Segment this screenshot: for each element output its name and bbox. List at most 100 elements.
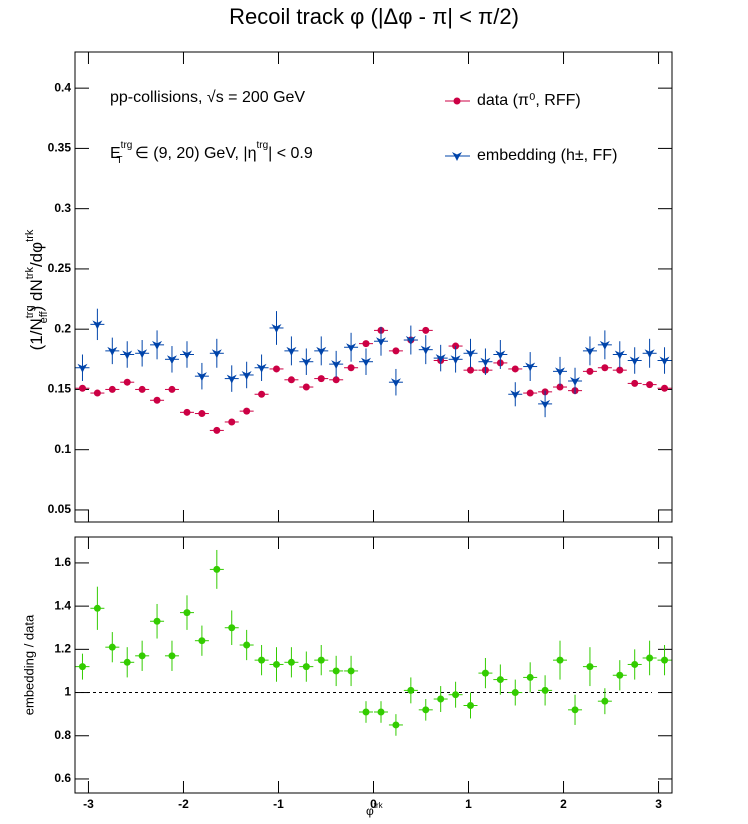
point-marker [435, 354, 446, 364]
point-marker [198, 410, 206, 418]
point-marker [360, 357, 371, 367]
ratio-marker [153, 617, 161, 625]
legend-marker [453, 97, 461, 105]
ratio-marker [646, 654, 654, 662]
point-marker [78, 384, 86, 392]
point-marker [226, 374, 237, 384]
chart-title: Recoil track φ (|Δφ - π| < π/2) [229, 4, 519, 29]
y-tick-label: 0.35 [48, 141, 72, 155]
point-marker [525, 362, 536, 372]
point-marker [138, 385, 146, 393]
ratio-marker [302, 663, 310, 671]
point-marker [465, 349, 476, 359]
point-marker [480, 357, 491, 367]
point-marker [405, 336, 416, 346]
x-tick-label: 0 [370, 797, 377, 811]
point-marker [211, 349, 222, 359]
ratio-marker [631, 660, 639, 668]
x-tick-label: -2 [178, 797, 189, 811]
x-tick-label: 1 [465, 797, 472, 811]
ratio-marker [183, 609, 191, 617]
ratio-marker [243, 641, 251, 649]
point-marker [287, 376, 295, 384]
y-tick-label: 0.6 [54, 771, 71, 785]
ratio-marker [362, 708, 370, 716]
y-tick-label: 1 [64, 685, 71, 699]
point-marker [317, 375, 325, 383]
legend-label: data (π⁰, RFF) [477, 92, 581, 109]
point-marker [555, 367, 566, 377]
ratio-marker [481, 669, 489, 677]
point-marker [422, 326, 430, 334]
ratio-marker [78, 663, 86, 671]
ratio-marker [272, 660, 280, 668]
ratio-marker [541, 686, 549, 694]
point-marker [556, 383, 564, 391]
ratio-marker [258, 656, 266, 664]
point-marker [511, 365, 519, 373]
x-tick-label: 3 [655, 797, 662, 811]
ratio-marker [616, 671, 624, 679]
ratio-marker [317, 656, 325, 664]
point-marker [646, 381, 654, 389]
point-marker [376, 337, 387, 347]
frame [74, 51, 673, 523]
annotation: Etrg T ∈ (9, 20) GeV, |ηtrg| < 0.9 [110, 140, 313, 166]
ratio-marker [93, 604, 101, 612]
frame [74, 536, 673, 794]
point-marker [644, 349, 655, 359]
point-marker [243, 407, 251, 415]
point-marker [586, 367, 594, 375]
annotation: pp-collisions, √s = 200 GeV [110, 89, 305, 106]
y-tick-label: 0.3 [54, 201, 71, 215]
point-marker [332, 376, 340, 384]
ratio-marker [213, 565, 221, 573]
point-marker [181, 350, 192, 360]
point-marker [599, 340, 610, 350]
y-tick-label: 1.2 [54, 642, 71, 656]
ratio-marker [377, 708, 385, 716]
ratio-marker [556, 656, 564, 664]
y-tick-label: 0.8 [54, 728, 71, 742]
point-marker [450, 355, 461, 365]
point-marker [77, 363, 88, 373]
point-marker [392, 347, 400, 355]
point-marker [152, 340, 163, 350]
point-marker [196, 372, 207, 382]
point-marker [137, 349, 148, 359]
point-marker [301, 357, 312, 367]
y-tick-label: 0.1 [54, 442, 71, 456]
y-axis-label: embedding / data [21, 614, 36, 715]
ratio-marker [661, 656, 669, 664]
point-marker [286, 346, 297, 356]
y-tick-label: 0.2 [54, 321, 71, 335]
point-marker [302, 383, 310, 391]
point-marker [661, 384, 669, 392]
point-marker [256, 363, 267, 373]
point-marker [258, 390, 266, 398]
ratio-marker [198, 637, 206, 645]
x-tick-label: -3 [83, 797, 94, 811]
ratio-marker [422, 706, 430, 714]
point-marker [659, 356, 670, 366]
point-marker [108, 385, 116, 393]
ratio-marker [332, 667, 340, 675]
point-marker [601, 364, 609, 372]
y-tick-label: 1.4 [54, 598, 71, 612]
ratio-marker [392, 721, 400, 729]
ratio-marker [108, 643, 116, 651]
ratio-marker [571, 706, 579, 714]
point-marker [123, 378, 131, 386]
point-marker [584, 346, 595, 356]
point-marker [241, 370, 252, 380]
point-marker [228, 418, 236, 426]
ratio-marker [347, 667, 355, 675]
point-marker [347, 364, 355, 372]
y-tick-label: 0.05 [48, 502, 72, 516]
point-marker [331, 360, 342, 370]
ratio-marker [407, 686, 415, 694]
x-tick-label: -1 [273, 797, 284, 811]
point-marker [271, 323, 282, 333]
point-marker [107, 346, 118, 356]
